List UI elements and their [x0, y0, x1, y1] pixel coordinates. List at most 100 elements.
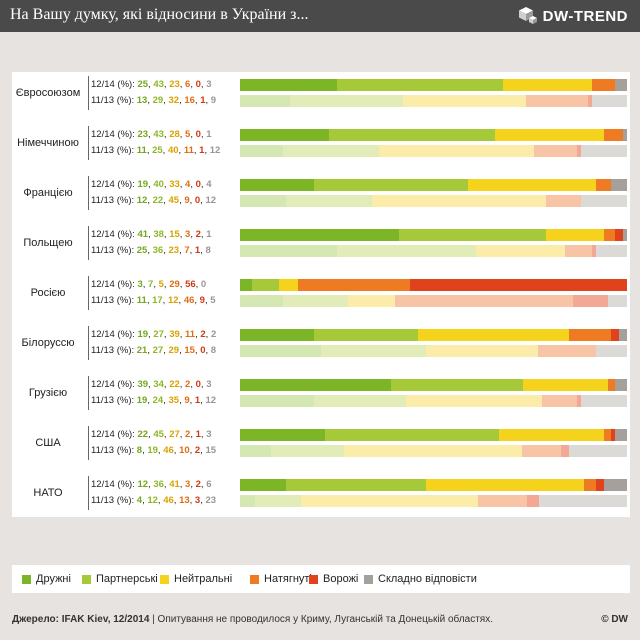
- country-group: Білоруссю 12/14 (%): 19, 27, 39, 11, 2, 2…: [12, 326, 630, 360]
- data-value: 2: [185, 379, 191, 390]
- data-value: 15: [184, 345, 195, 356]
- value-separator: ,: [178, 145, 184, 156]
- stacked-bar: [240, 229, 627, 241]
- legend-swatch: [309, 574, 318, 584]
- bar-segment: [596, 179, 612, 191]
- bar-segment: [477, 495, 528, 507]
- value-separator: ,: [179, 179, 186, 190]
- legend-item: Партнерські: [82, 565, 158, 593]
- bar-segment: [537, 345, 597, 357]
- legend-swatch: [82, 574, 91, 584]
- value-separator: ,: [194, 345, 201, 356]
- survey-date-label: 12/14 (%):: [91, 179, 138, 190]
- value-separator: ,: [148, 329, 154, 340]
- value-separator: ,: [194, 295, 200, 306]
- bar-segment: [336, 79, 504, 91]
- value-separator: ,: [205, 95, 211, 106]
- survey-date-label: 11/13 (%):: [91, 295, 137, 306]
- bar-segment: [476, 245, 566, 257]
- bar-segment: [592, 95, 627, 107]
- survey-date-label: 11/13 (%):: [91, 245, 137, 256]
- value-separator: ,: [179, 345, 185, 356]
- data-value: 24: [152, 395, 164, 406]
- survey-date-label: 12/14 (%):: [91, 329, 138, 340]
- data-value: 0: [195, 379, 201, 390]
- value-separator: ,: [163, 395, 169, 406]
- data-value: 25: [137, 79, 149, 90]
- data-value: 2: [185, 429, 191, 440]
- value-separator: ,: [190, 379, 196, 390]
- value-separator: ,: [148, 479, 154, 490]
- value-separator: ,: [190, 429, 196, 440]
- bar-segment: [545, 229, 604, 241]
- footer-source: Джерело: IFAK Kiev, 12/2014: [12, 614, 150, 625]
- data-value: 45: [168, 195, 180, 206]
- category-label: США: [35, 437, 61, 449]
- bar-segment: [410, 279, 627, 291]
- value-separator: ,: [190, 229, 196, 240]
- data-value: 29: [168, 345, 180, 356]
- stacked-bar: [240, 479, 627, 491]
- data-value: 9: [199, 295, 205, 306]
- value-separator: ,: [146, 295, 153, 306]
- value-separator: ,: [205, 345, 211, 356]
- bar-segment: [603, 429, 612, 441]
- country-group: Францією 12/14 (%): 19, 40, 33, 4, 0, 4 11…: [12, 176, 630, 210]
- chart-title: На Вашу думку, які відносини в України з…: [10, 6, 309, 23]
- value-separator: ,: [179, 329, 186, 340]
- bar-segment: [615, 429, 627, 441]
- bar-segment: [329, 129, 496, 141]
- data-value: 19: [137, 179, 149, 190]
- bar-segment: [325, 429, 500, 441]
- stacked-bar: [240, 445, 627, 457]
- data-value: 22: [137, 429, 149, 440]
- survey-date-label: 11/13 (%):: [91, 445, 137, 456]
- bar-segment: [611, 179, 627, 191]
- bar-segment: [298, 279, 411, 291]
- value-separator: ,: [195, 329, 201, 340]
- footer-note: Джерело: IFAK Kiev, 12/2014 | Опитування…: [12, 614, 493, 625]
- data-value: 9: [184, 395, 190, 406]
- bar-segment: [538, 495, 627, 507]
- value-separator: ,: [142, 445, 148, 456]
- value-separator: ,: [179, 95, 185, 106]
- bar-segment: [240, 295, 283, 307]
- value-separator: ,: [142, 495, 148, 506]
- value-separator: ,: [200, 79, 207, 90]
- data-value: 23: [205, 495, 217, 506]
- data-value: 0: [195, 79, 201, 90]
- stacked-bar: [240, 129, 627, 141]
- bar-segment: [619, 329, 627, 341]
- data-value: 7: [184, 245, 190, 256]
- value-separator: ,: [179, 279, 186, 290]
- logo-text: DW-TREND: [542, 7, 628, 25]
- bar-segment: [584, 479, 597, 491]
- value-separator: ,: [179, 129, 186, 140]
- data-value: 11: [136, 295, 147, 306]
- bar-segment: [251, 279, 279, 291]
- bar-segment: [580, 395, 627, 407]
- value-separator: ,: [189, 445, 195, 456]
- bar-segment: [576, 395, 581, 407]
- data-value: 11: [185, 329, 196, 340]
- bar-segment: [313, 179, 469, 191]
- value-separator: ,: [147, 245, 153, 256]
- legend-label: Нейтральні: [174, 573, 233, 585]
- bar-segment: [270, 445, 345, 457]
- value-separator: ,: [173, 445, 180, 456]
- bar-segment: [580, 195, 627, 207]
- data-value: 3: [194, 495, 201, 506]
- value-separator: ,: [189, 395, 195, 406]
- value-separator: ,: [195, 279, 201, 290]
- value-separator: ,: [200, 479, 207, 490]
- value-separator: ,: [163, 129, 170, 140]
- bar-segment: [603, 479, 627, 491]
- bar-segment: [240, 95, 291, 107]
- data-value: 43: [153, 79, 164, 90]
- bar-segment: [240, 379, 391, 391]
- separator-line: [88, 126, 89, 160]
- data-value: 6: [206, 479, 212, 490]
- value-separator: ,: [148, 79, 154, 90]
- value-separator: ,: [179, 429, 186, 440]
- separator-line: [88, 326, 89, 360]
